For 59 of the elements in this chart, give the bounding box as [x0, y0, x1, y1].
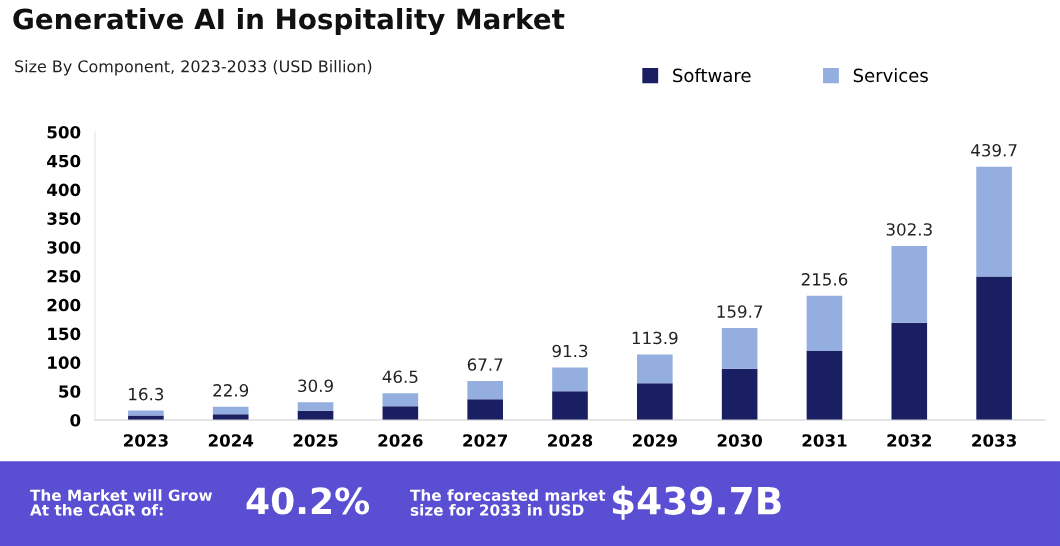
- bar: [806, 295, 843, 351]
- x-tick-label: 2026: [378, 434, 423, 447]
- chart-subtitle: Size By Component, 2023-2033 (USD Billion): [15, 60, 372, 76]
- bar: [806, 350, 843, 420]
- bar: [976, 276, 1012, 420]
- bar: [382, 393, 419, 407]
- y-tick-label: 450: [47, 154, 81, 168]
- legend-label: Services: [853, 68, 928, 83]
- legend-label: Software: [673, 68, 751, 83]
- total-label: 302.3: [886, 223, 932, 236]
- total-label: 439.7: [971, 143, 1017, 157]
- x-tick-label: 2023: [124, 434, 168, 447]
- bar: [382, 406, 419, 420]
- bar: [552, 391, 588, 420]
- bar: [637, 354, 673, 384]
- bar: [721, 328, 758, 369]
- total-label: 46.5: [382, 370, 418, 384]
- total-label: 215.6: [801, 273, 848, 286]
- bar: [297, 402, 334, 411]
- y-tick-label: 50: [59, 385, 81, 398]
- x-tick-label: 2028: [548, 434, 593, 447]
- x-tick-label: 2027: [463, 434, 508, 447]
- y-tick-label: 0: [70, 413, 81, 427]
- bar: [637, 383, 673, 420]
- text: $439.7B: [612, 485, 781, 520]
- y-tick-label: 200: [47, 298, 81, 312]
- text: The Market will Grow At the CAGR of:: [30, 489, 213, 516]
- x-tick-label: 2032: [887, 434, 932, 447]
- y-tick-label: 400: [47, 183, 81, 197]
- bar: [721, 368, 758, 420]
- x-tick-label: 2024: [208, 434, 254, 447]
- total-label: 113.9: [632, 331, 678, 345]
- x-tick-label: 2029: [632, 434, 677, 447]
- bar: [212, 406, 249, 415]
- total-label: 22.9: [213, 384, 249, 397]
- y-tick-label: 150: [48, 327, 81, 341]
- x-tick-label: 2031: [802, 434, 847, 447]
- bar: [467, 399, 503, 420]
- total-label: 16.3: [129, 387, 164, 401]
- total-label: 67.7: [467, 358, 503, 371]
- total-label: 91.3: [552, 344, 588, 358]
- x-tick-label: 2033: [972, 434, 1016, 447]
- text: The forecasted market size for 2033 in USD: [410, 489, 606, 516]
- y-tick-label: 300: [47, 241, 81, 254]
- y-tick-label: 100: [48, 356, 81, 369]
- text: 40.2%: [246, 487, 370, 515]
- y-tick-label: 500: [47, 125, 81, 139]
- y-tick-label: 250: [47, 269, 81, 283]
- x-tick-label: 2030: [717, 434, 763, 447]
- chart-title: Generative AI in Hospitality Market: [13, 8, 565, 36]
- x-tick-label: 2025: [293, 434, 338, 447]
- total-label: 159.7: [717, 305, 763, 318]
- bar: [976, 166, 1012, 277]
- bar: [891, 322, 928, 420]
- y-tick-label: 350: [47, 212, 81, 225]
- bar: [552, 367, 588, 392]
- bar: [891, 245, 928, 323]
- bar: [467, 381, 503, 400]
- total-label: 30.9: [298, 379, 333, 393]
